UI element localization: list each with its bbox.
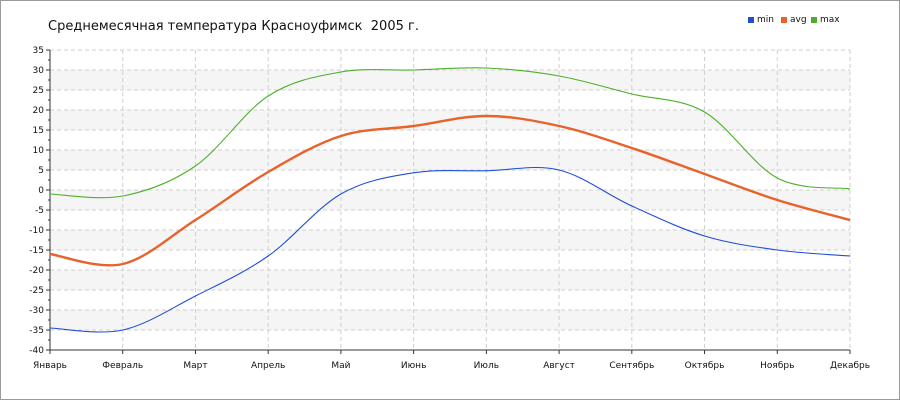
legend-swatch [781, 17, 787, 23]
legend-item-avg: avg [781, 15, 807, 26]
y-tick-label: 25 [33, 86, 44, 96]
x-tick-label: Февраль [102, 361, 143, 371]
x-tick-label: Июнь [401, 361, 427, 371]
legend-item-min: min [748, 15, 774, 26]
y-tick-label: -5 [35, 206, 44, 216]
plot-bands [50, 70, 850, 330]
x-tick-label: Январь [33, 361, 67, 371]
y-tick-label: -30 [29, 306, 44, 316]
plot-band [50, 70, 850, 90]
x-tick-label: Октябрь [685, 361, 725, 371]
x-tick-label: Май [331, 361, 350, 371]
plot-band [50, 230, 850, 250]
y-tick-label: 30 [33, 66, 45, 76]
legend-label: max [820, 15, 840, 25]
legend-swatch [811, 17, 817, 23]
series-line-min [49, 166, 851, 333]
plot-band [50, 190, 850, 210]
x-tick-label: Август [543, 361, 575, 371]
y-tick-label: -35 [29, 326, 44, 336]
y-tick-label: 35 [33, 46, 44, 56]
plot-band [50, 270, 850, 290]
y-tick-label: 15 [33, 126, 44, 136]
y-tick-label: -20 [29, 266, 44, 276]
legend-item-max: max [811, 15, 840, 26]
legend-swatch [748, 17, 754, 23]
legend-label: min [757, 15, 774, 25]
x-tick-label: Апрель [251, 361, 285, 371]
legend-label: avg [790, 15, 807, 25]
y-tick-label: -25 [29, 286, 44, 296]
y-tick-label: -15 [29, 246, 44, 256]
axes [46, 49, 851, 354]
y-tick-label: 10 [33, 146, 45, 156]
x-tick-label: Ноябрь [760, 361, 794, 371]
plot-band [50, 310, 850, 330]
x-tick-label: Сентябрь [609, 361, 654, 371]
series-line-max [49, 67, 851, 199]
series-line-avg [49, 114, 851, 267]
plot-band [50, 150, 850, 170]
x-tick-label: Июль [474, 361, 499, 371]
chart-title: Среднемесячная температура Красноуфимск … [48, 19, 419, 34]
series-lines [49, 67, 851, 333]
x-tick-label: Декабрь [830, 361, 870, 371]
y-tick-label: 20 [33, 106, 45, 116]
tick-labels: 35 30 25 20 15 10 5 0 -5 -10 -15 -20 -25 -30 -35 -40 Янв… [29, 46, 870, 371]
y-tick-label: -10 [29, 226, 44, 236]
x-tick-label: Март [183, 361, 207, 371]
y-tick-label: 0 [38, 186, 44, 196]
y-tick-label: 5 [38, 166, 44, 176]
y-tick-label: -40 [29, 346, 44, 356]
